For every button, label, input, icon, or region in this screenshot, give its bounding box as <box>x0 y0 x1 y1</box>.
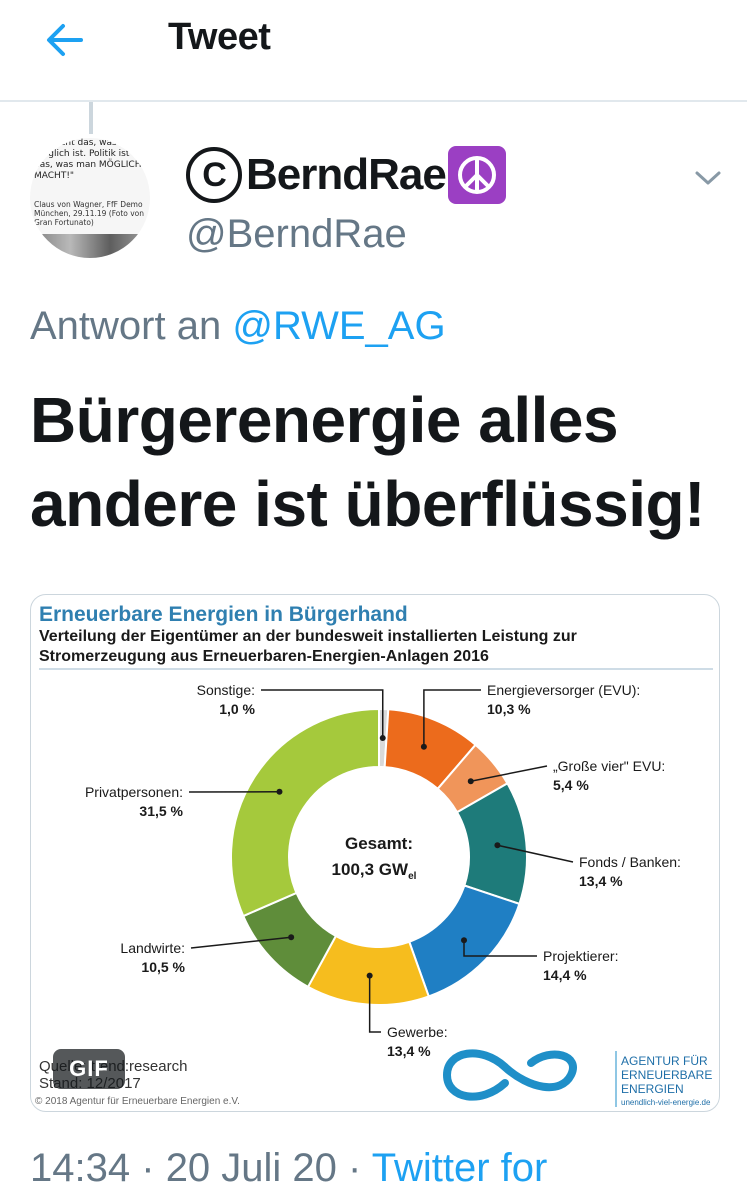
chevron-down-icon <box>695 171 721 185</box>
copyright-icon: C <box>186 147 242 203</box>
meta-separator: · <box>141 1146 155 1190</box>
callout-dot <box>494 842 501 849</box>
header-divider <box>0 100 747 102</box>
tweet-time: 14:34 <box>30 1146 131 1190</box>
slice-label: Gewerbe: <box>387 1024 448 1040</box>
user-handle[interactable]: @BerndRae <box>186 212 407 256</box>
tweet-source-link[interactable]: Twitter for <box>371 1146 548 1190</box>
infographic-copyright: © 2018 Agentur für Erneuerbare Energien … <box>35 1096 240 1107</box>
logo-text: ERNEUERBARE <box>621 1068 712 1082</box>
center-value: 100,3 GWel <box>332 860 417 882</box>
slice-value: 10,3 % <box>487 701 531 717</box>
callout-line <box>497 844 574 863</box>
callout-line <box>261 689 384 739</box>
tweet-meta: 14:34 · 20 Juli 20 · Twitter for <box>30 1146 547 1191</box>
top-bar: Tweet <box>0 0 747 100</box>
logo-text: AGENTUR FÜR <box>621 1054 708 1068</box>
slice-value: 31,5 % <box>139 803 183 819</box>
slice-value: 10,5 % <box>141 959 185 975</box>
avatar[interactable]: „ist nicht das, was möglich ist. Politik… <box>30 138 150 258</box>
infographic-subtitle: Stromerzeugung aus Erneuerbaren-Energien… <box>39 648 489 665</box>
callout-line <box>368 975 381 1033</box>
infographic-subtitle: Verteilung der Eigentümer an der bundesw… <box>39 628 577 645</box>
avatar-text: „ist nicht das, was möglich ist. Politik… <box>34 138 142 181</box>
callout-line <box>190 936 292 949</box>
tweet-menu-button[interactable] <box>690 160 726 196</box>
aee-logo: AGENTUR FÜR ERNEUERBARE ENERGIEN unendli… <box>442 1049 712 1107</box>
avatar-photo <box>30 234 150 258</box>
slice-label: Landwirte: <box>120 940 185 956</box>
slice-label: Energieversorger (EVU): <box>487 682 640 698</box>
callout-line <box>463 940 537 957</box>
reply-mention-link[interactable]: @RWE_AG <box>232 304 446 348</box>
slice-value: 5,4 % <box>553 777 589 793</box>
tweet-media[interactable]: Erneuerbare Energien in Bürgerhand Verte… <box>30 594 720 1112</box>
thread-connector <box>89 102 93 134</box>
slice-label: Projektierer: <box>543 948 618 964</box>
callout-line <box>423 689 481 747</box>
center-value-subscript: el <box>408 871 417 882</box>
slice-label: Privatpersonen: <box>85 784 183 800</box>
donut-hole <box>289 767 469 947</box>
infographic-title: Erneuerbare Energien in Bürgerhand <box>39 603 408 626</box>
tweet-date: 20 Juli 20 <box>165 1146 337 1190</box>
arrow-left-icon <box>47 24 83 56</box>
avatar-caption: Claus von Wagner, FfF Demo München, 29.1… <box>34 200 145 227</box>
infinity-logo-icon <box>442 1049 577 1101</box>
tweet-text-line: andere ist überflüssig! <box>30 468 705 540</box>
reply-prefix: Antwort an <box>30 304 222 348</box>
tweet-text: Bürgerenergie alles andere ist überflüss… <box>30 378 730 546</box>
callout-dot <box>420 743 427 750</box>
slice-label: Sonstige: <box>197 682 255 698</box>
gif-badge: GIF <box>53 1049 125 1089</box>
slice-value: 13,4 % <box>579 873 623 889</box>
slice-value: 14,4 % <box>543 967 587 983</box>
back-button[interactable] <box>40 18 90 62</box>
logo-text: ENERGIEN <box>621 1082 684 1096</box>
slice-label: „Große vier" EVU: <box>553 758 665 774</box>
logo-url: unendlich-viel-energie.de <box>621 1098 711 1107</box>
infographic: Erneuerbare Energien in Bürgerhand Verte… <box>35 603 713 1107</box>
display-name[interactable]: C BerndRae <box>186 146 506 204</box>
callout-line <box>470 765 548 782</box>
meta-separator: · <box>348 1146 362 1190</box>
peace-symbol-icon <box>447 146 506 204</box>
tweet-text-line: Bürgerenergie alles <box>30 384 619 456</box>
display-name-text: BerndRae <box>246 150 447 199</box>
center-value-number: 100,3 GW <box>332 860 409 879</box>
slice-callouts: Sonstige: 1,0 % Energieversorger (EVU): 10,… <box>85 682 681 1059</box>
slice-label: Fonds / Banken: <box>579 854 681 870</box>
reply-context: Antwort an @RWE_AG <box>30 304 446 349</box>
center-label: Gesamt: <box>345 834 413 853</box>
slice-value: 1,0 % <box>219 701 255 717</box>
page-title: Tweet <box>168 16 271 58</box>
slice-value: 13,4 % <box>387 1043 431 1059</box>
